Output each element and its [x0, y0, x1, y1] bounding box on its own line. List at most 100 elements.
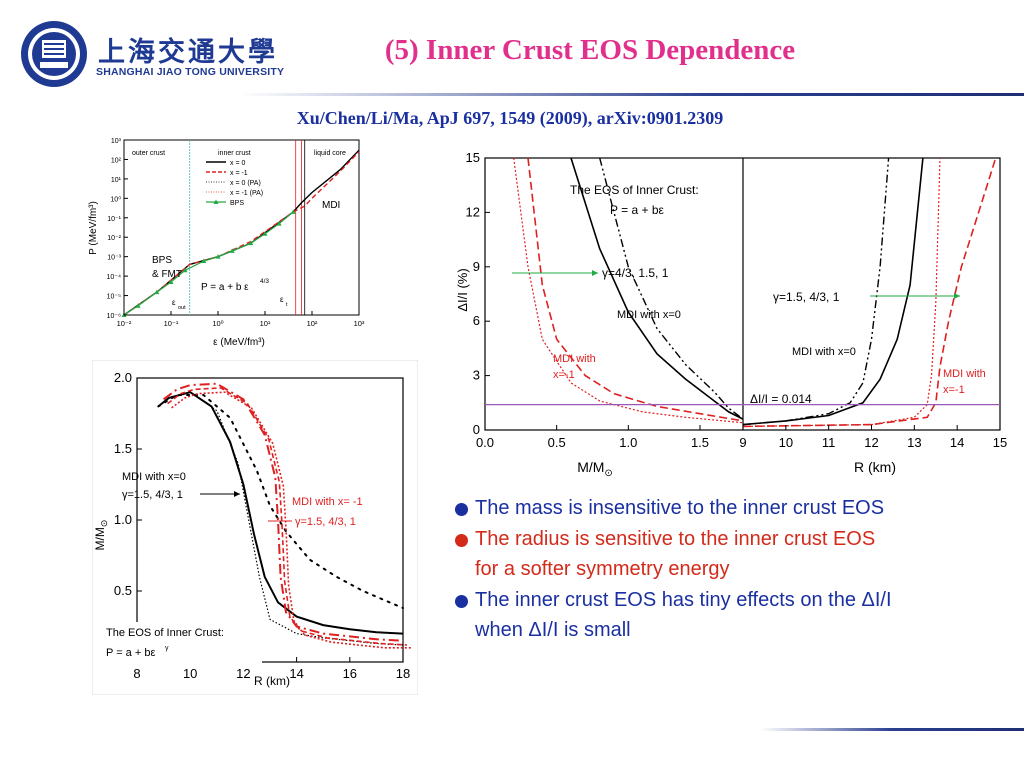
footer-divider	[760, 728, 1024, 731]
eos-legend-label: BPS	[230, 200, 244, 207]
eos-annotation: BPS	[152, 255, 172, 266]
mr-annotation: The EOS of Inner Crust:	[106, 627, 224, 639]
eos-series-line	[123, 151, 360, 316]
di-ylabel: ΔI/I (%)	[455, 268, 470, 311]
eos-y-tick-label: 10³	[111, 138, 122, 145]
moment-of-inertia-chart-svg: 0.0 0.5 1.0 1.5 9 10 11 12 13 14 15 0 3 6 9 12 15 The E…	[455, 150, 1007, 479]
di-annotation: The EOS of Inner Crust:	[570, 183, 699, 197]
mr-x-tick-label: 10	[183, 666, 197, 681]
eos-plot-frame	[123, 139, 360, 316]
di-annotation: MDI with	[553, 353, 596, 365]
di-y-tick-label: 3	[473, 368, 480, 383]
eos-legend-label: x = 0	[230, 160, 245, 167]
di-x-tick-label: 11	[822, 435, 836, 450]
eos-x-tick-label: 10⁻²	[117, 319, 132, 328]
bullet-text: for a softer symmetry energy	[475, 558, 730, 580]
university-seal-icon	[21, 21, 87, 87]
eos-series-line	[123, 149, 360, 316]
di-series-line	[527, 157, 744, 422]
di-xlabel-left: M/M⊙	[577, 459, 613, 479]
di-annotation: P = a + bε	[610, 203, 664, 217]
di-annotation: γ=4/3, 1.5, 1	[602, 266, 669, 280]
mr-y-tick-label: 1.5	[114, 441, 132, 456]
bullet-dot-icon	[455, 594, 468, 608]
di-x-tick-label: 0.0	[476, 435, 494, 450]
eos-bps-marker	[215, 254, 221, 259]
mr-series-line	[163, 382, 404, 642]
di-series-line	[599, 157, 744, 420]
di-y-tick-label: 15	[466, 150, 480, 165]
mr-annotation: γ	[165, 645, 169, 652]
di-x-tick-label: 12	[864, 435, 878, 450]
di-annotation: MDI with x=0	[617, 309, 681, 321]
mr-y-tick-label: 2.0	[114, 370, 132, 385]
eos-x-tick-label: 10¹	[260, 319, 271, 328]
di-y-tick-label: 9	[473, 259, 480, 274]
mr-y-tick-label: 0.5	[114, 583, 132, 598]
bullet-text: The radius is sensitive to the inner cru…	[475, 527, 876, 550]
bullet-item: The radius is sensitive to the inner cru…	[455, 524, 1015, 555]
di-x-tick-label: 1.5	[691, 435, 709, 450]
mr-annotation: P = a + bε	[106, 647, 155, 659]
mr-series-line	[157, 394, 404, 609]
eos-x-tick-label: 10²	[307, 319, 318, 328]
eos-chart-svg: 10⁻² 10⁻¹ 10⁰ 10¹ 10² 10³ 10⁻⁶ 10⁻⁵ 10⁻⁴ 10⁻³ 10⁻…	[88, 138, 365, 348]
eos-legend-label: x = 0 (PA)	[230, 180, 261, 187]
di-series-line	[742, 157, 941, 427]
bullet-text: when ΔI/I is small	[475, 619, 631, 641]
di-series-line	[513, 157, 744, 424]
eos-bps-marker	[201, 258, 207, 263]
eos-legend-label: x = -1	[230, 170, 248, 177]
di-annotation: MDI with	[943, 368, 986, 380]
di-y-tick-label: 0	[473, 422, 480, 437]
citation: Xu/Chen/Li/Ma, ApJ 697, 1549 (2009), arX…	[296, 108, 724, 128]
mr-ylabel: M/M⊙	[93, 520, 109, 551]
mr-x-tick-label: 14	[289, 666, 303, 681]
mr-series-line	[167, 387, 408, 646]
eos-x-tick-label: 10³	[354, 319, 365, 328]
mr-x-tick-label: 8	[133, 666, 140, 681]
eos-series-line	[123, 211, 294, 316]
slide-title: (5) Inner Crust EOS Dependence	[384, 34, 796, 66]
di-annotation: MDI with x=0	[792, 346, 856, 358]
eos-ylabel: P (MeV/fm³)	[88, 201, 99, 255]
eos-annotation: ε	[172, 298, 176, 307]
eos-y-tick-label: 10⁻¹	[107, 216, 121, 223]
bullet-dot-icon	[455, 503, 468, 516]
di-annotation: x=-1	[943, 384, 965, 396]
eos-bps-marker	[248, 240, 254, 246]
eos-annotation: 4/3	[260, 278, 269, 285]
region-label: liquid core	[314, 150, 346, 157]
di-y-tick-label: 6	[473, 313, 480, 328]
university-name-chinese: 上海交通大學	[98, 37, 278, 68]
mr-series-line	[171, 391, 411, 649]
mr-annotation: MDI with x=0	[122, 471, 186, 483]
mr-x-tick-label: 12	[236, 666, 250, 681]
bullet-item: The mass is insensitive to the inner cru…	[455, 493, 1015, 524]
mr-xlabel: R (km)	[254, 674, 290, 688]
mr-y-tick-label: 1.0	[114, 512, 132, 527]
bullet-text: The inner crust EOS has tiny effects on …	[475, 588, 892, 611]
eos-bps-marker	[229, 248, 235, 253]
university-name-english: SHANGHAI JIAO TONG UNIVERSITY	[96, 66, 285, 78]
di-x-tick-label: 9	[739, 435, 746, 450]
eos-annotation: MDI	[322, 200, 340, 211]
di-x-tick-label: 1.0	[619, 435, 637, 450]
di-series-line	[742, 157, 890, 426]
di-series-line	[570, 157, 744, 420]
eos-bps-marker	[276, 221, 282, 226]
eos-chart: 10⁻² 10⁻¹ 10⁰ 10¹ 10² 10³ 10⁻⁶ 10⁻⁵ 10⁻⁴ 10⁻³ 10⁻…	[84, 130, 374, 355]
di-x-tick-label: 14	[950, 435, 964, 450]
eos-y-tick-label: 10⁻⁵	[107, 294, 121, 301]
di-series-line	[742, 157, 997, 428]
mr-annotation: γ=1.5, 4/3, 1	[295, 516, 356, 528]
region-label: outer crust	[132, 150, 165, 157]
di-x-tick-label: 0.5	[548, 435, 566, 450]
bullet-item-continued: for a softer symmetry energy	[455, 554, 1015, 585]
mr-annotation: MDI with x= -1	[292, 496, 363, 508]
eos-y-tick-label: 10²	[111, 157, 122, 164]
mr-annotation: γ=1.5, 4/3, 1	[122, 489, 183, 501]
bullet-item-continued: when ΔI/I is small	[455, 615, 1015, 646]
eos-bps-marker	[168, 279, 174, 284]
eos-xlabel: ε (MeV/fm³)	[213, 337, 265, 348]
